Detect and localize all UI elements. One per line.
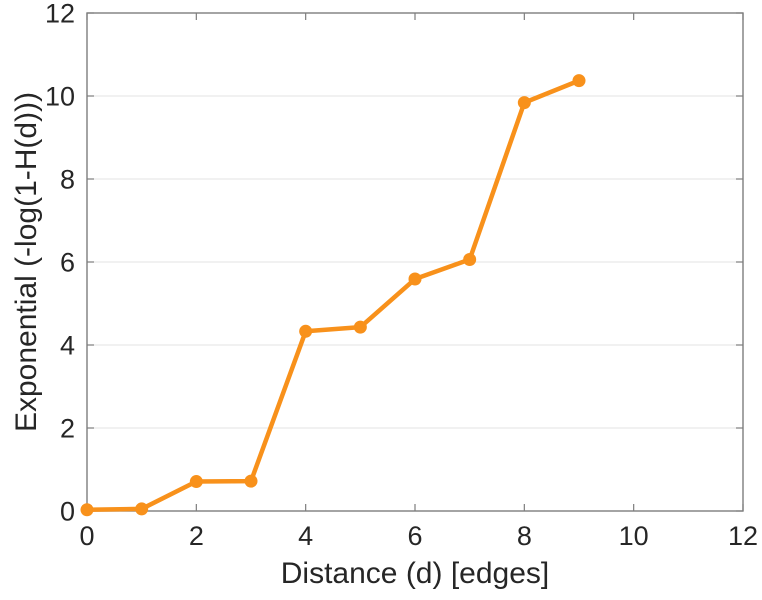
x-tick-label: 6 [407, 521, 422, 551]
x-tick-labels: 0 2 4 6 8 10 12 [79, 521, 758, 551]
plot-border [86, 12, 744, 512]
y-tick-labels: 0 2 4 6 8 10 12 [45, 0, 75, 527]
data-point [517, 96, 531, 110]
series-line [84, 78, 582, 513]
data-point [135, 502, 149, 516]
data-point [408, 272, 422, 286]
gridlines [87, 95, 743, 429]
x-tick-label: 4 [298, 521, 313, 551]
data-point [299, 324, 313, 338]
data-point [189, 475, 203, 489]
data-point [353, 320, 367, 334]
data-point [244, 474, 258, 488]
data-point [80, 503, 94, 517]
y-tick-label: 2 [60, 414, 75, 444]
x-tick-label: 10 [619, 521, 649, 551]
data-point [572, 74, 586, 88]
y-axis-label: Exponential (-log(1-H(d))) [10, 92, 43, 432]
y-tick-label: 4 [60, 331, 75, 361]
y-tick-label: 6 [60, 248, 75, 278]
x-tick-label: 8 [517, 521, 532, 551]
y-tick-label: 12 [45, 0, 75, 29]
x-tick-label: 12 [728, 521, 758, 551]
y-tick-label: 10 [45, 82, 75, 112]
data-point [463, 253, 477, 267]
data-series [80, 74, 586, 517]
y-tick-label: 0 [60, 497, 75, 527]
x-tick-label: 2 [189, 521, 204, 551]
x-tick-label: 0 [79, 521, 94, 551]
x-axis-label: Distance (d) [edges] [281, 557, 549, 590]
y-tick-label: 8 [60, 165, 75, 195]
